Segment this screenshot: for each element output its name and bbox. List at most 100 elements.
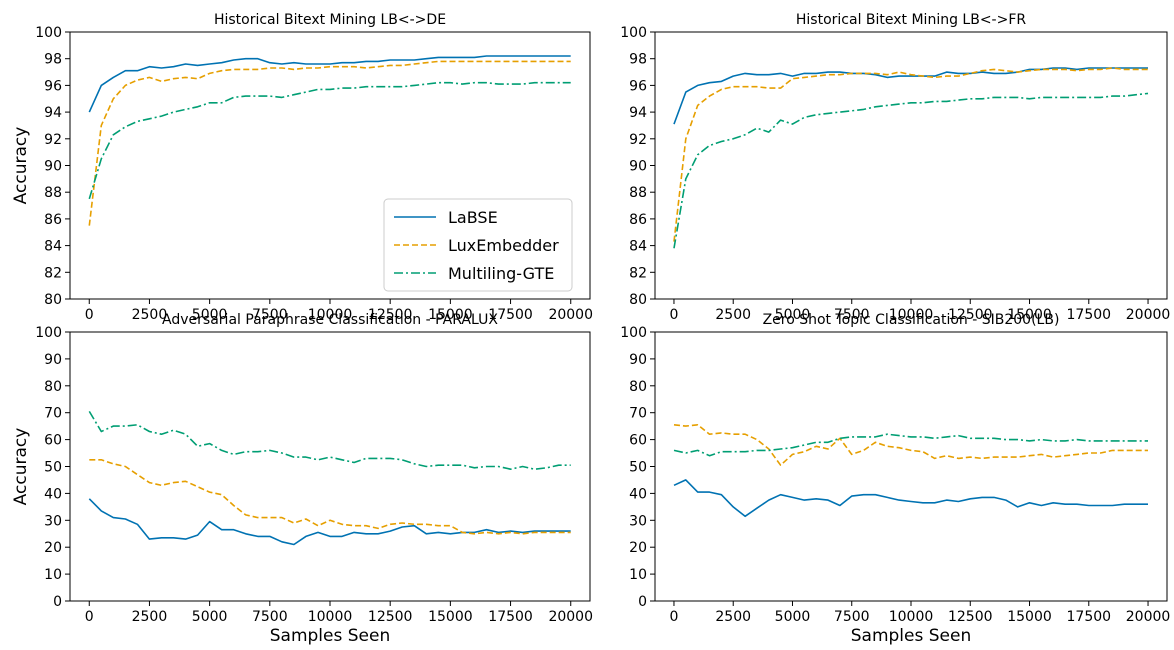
- y-tick-label: 86: [44, 212, 62, 228]
- x-tick-label: 5000: [192, 307, 228, 323]
- y-tick-label: 100: [35, 25, 62, 41]
- y-tick-label: 40: [44, 486, 62, 502]
- y-tick-label: 90: [44, 159, 62, 175]
- x-tick-label: 2500: [715, 307, 751, 323]
- panel-title: Historical Bitext Mining LB<->FR: [796, 12, 1027, 28]
- x-tick-label: 17500: [488, 609, 533, 625]
- x-tick-label: 10000: [308, 307, 353, 323]
- x-tick-label: 17500: [1067, 307, 1112, 323]
- legend-box: [383, 198, 573, 292]
- series-line-labse: [673, 479, 1148, 518]
- y-tick-label: 80: [44, 379, 62, 395]
- x-tick-label: 10000: [308, 609, 353, 625]
- y-tick-label: 82: [44, 265, 62, 281]
- series-line-multiling-gte: [88, 81, 571, 200]
- x-tick-label: 20000: [1126, 307, 1171, 323]
- y-tick-label: 92: [629, 132, 647, 148]
- y-tick-label: 98: [629, 52, 647, 68]
- x-tick-label: 0: [670, 609, 679, 625]
- y-tick-label: 96: [44, 78, 62, 94]
- chart-panel-2: Historical Bitext Mining LB<->FR 80 82 84 86…: [620, 12, 1170, 323]
- y-tick-label: 84: [44, 239, 62, 255]
- y-tick-label: 100: [620, 325, 647, 341]
- series-line-multiling-gte: [88, 410, 571, 471]
- y-tick-label: 100: [620, 25, 647, 41]
- x-tick-label: 12500: [368, 307, 413, 323]
- y-tick-label: 60: [44, 433, 62, 449]
- x-tick-label: 10000: [889, 609, 934, 625]
- x-tick-label: 17500: [1067, 609, 1112, 625]
- legend-label: LuxEmbedder: [448, 236, 559, 255]
- y-tick-label: 80: [629, 292, 647, 308]
- y-tick-label: 94: [44, 105, 62, 121]
- series-line-multiling-gte: [673, 92, 1149, 249]
- x-tick-label: 0: [85, 307, 94, 323]
- y-tick-label: 50: [44, 460, 62, 476]
- x-tick-label: 17500: [488, 307, 533, 323]
- x-tick-label: 5000: [775, 307, 811, 323]
- y-tick-label: 100: [35, 325, 62, 341]
- y-tick-label: 80: [44, 292, 62, 308]
- x-tick-label: 5000: [192, 609, 228, 625]
- y-tick-label: 98: [44, 52, 62, 68]
- plot-frame: [654, 331, 1168, 602]
- x-tick-label: 15000: [1007, 609, 1052, 625]
- y-tick-label: 80: [629, 379, 647, 395]
- y-tick-label: 90: [629, 159, 647, 175]
- x-axis-label: Samples Seen: [851, 626, 972, 646]
- y-tick-label: 82: [629, 265, 647, 281]
- x-tick-label: 0: [670, 307, 679, 323]
- chart-panel-3: Adversarial Paraphrase Classification - …: [11, 312, 593, 646]
- x-tick-label: 15000: [1007, 307, 1052, 323]
- panel-title: Historical Bitext Mining LB<->DE: [214, 12, 446, 28]
- series-line-luxembedder: [89, 458, 571, 535]
- y-tick-label: 92: [44, 132, 62, 148]
- y-tick-label: 30: [629, 513, 647, 529]
- series-line-luxembedder: [673, 67, 1148, 242]
- x-tick-label: 7500: [252, 609, 288, 625]
- plot-frame: [69, 331, 591, 602]
- series-line-labse: [673, 67, 1148, 125]
- y-tick-label: 10: [629, 567, 647, 583]
- y-tick-label: 86: [629, 212, 647, 228]
- y-tick-label: 0: [53, 594, 62, 610]
- y-tick-label: 84: [629, 239, 647, 255]
- x-tick-label: 2500: [132, 609, 168, 625]
- x-tick-label: 5000: [775, 609, 811, 625]
- y-tick-label: 0: [638, 594, 647, 610]
- y-tick-label: 96: [629, 78, 647, 94]
- legend: LaBSE LuxEmbedder Multiling-GTE: [383, 198, 573, 292]
- y-tick-label: 50: [629, 460, 647, 476]
- x-tick-label: 2500: [715, 609, 751, 625]
- x-tick-label: 12500: [948, 609, 993, 625]
- y-tick-label: 20: [629, 540, 647, 556]
- legend-label: Multiling-GTE: [448, 264, 554, 283]
- y-tick-label: 88: [629, 185, 647, 201]
- x-tick-label: 20000: [1126, 609, 1171, 625]
- y-tick-label: 20: [44, 540, 62, 556]
- x-tick-label: 10000: [889, 307, 934, 323]
- series-line-labse: [88, 498, 571, 546]
- x-tick-label: 7500: [834, 307, 870, 323]
- x-tick-label: 12500: [368, 609, 413, 625]
- y-tick-label: 40: [629, 486, 647, 502]
- y-tick-label: 70: [44, 406, 62, 422]
- series-line-labse: [88, 55, 571, 113]
- y-tick-label: 90: [629, 352, 647, 368]
- x-tick-label: 12500: [948, 307, 993, 323]
- series-line-luxembedder: [673, 423, 1148, 467]
- y-axis-label: Accuracy: [11, 428, 31, 506]
- y-tick-label: 90: [44, 352, 62, 368]
- y-tick-label: 60: [629, 433, 647, 449]
- y-tick-label: 10: [44, 567, 62, 583]
- x-tick-label: 7500: [834, 609, 870, 625]
- y-axis-label: Accuracy: [11, 127, 31, 205]
- x-axis-label: Samples Seen: [270, 626, 391, 646]
- x-tick-label: 20000: [548, 307, 593, 323]
- legend-label: LaBSE: [448, 208, 498, 227]
- panel-title: Zero Shot Topic Classification - SIB200(…: [763, 312, 1060, 328]
- x-tick-label: 0: [85, 609, 94, 625]
- chart-panel-1: Historical Bitext Mining LB<->DE 80 82 84 86…: [11, 12, 593, 323]
- x-tick-label: 15000: [428, 609, 473, 625]
